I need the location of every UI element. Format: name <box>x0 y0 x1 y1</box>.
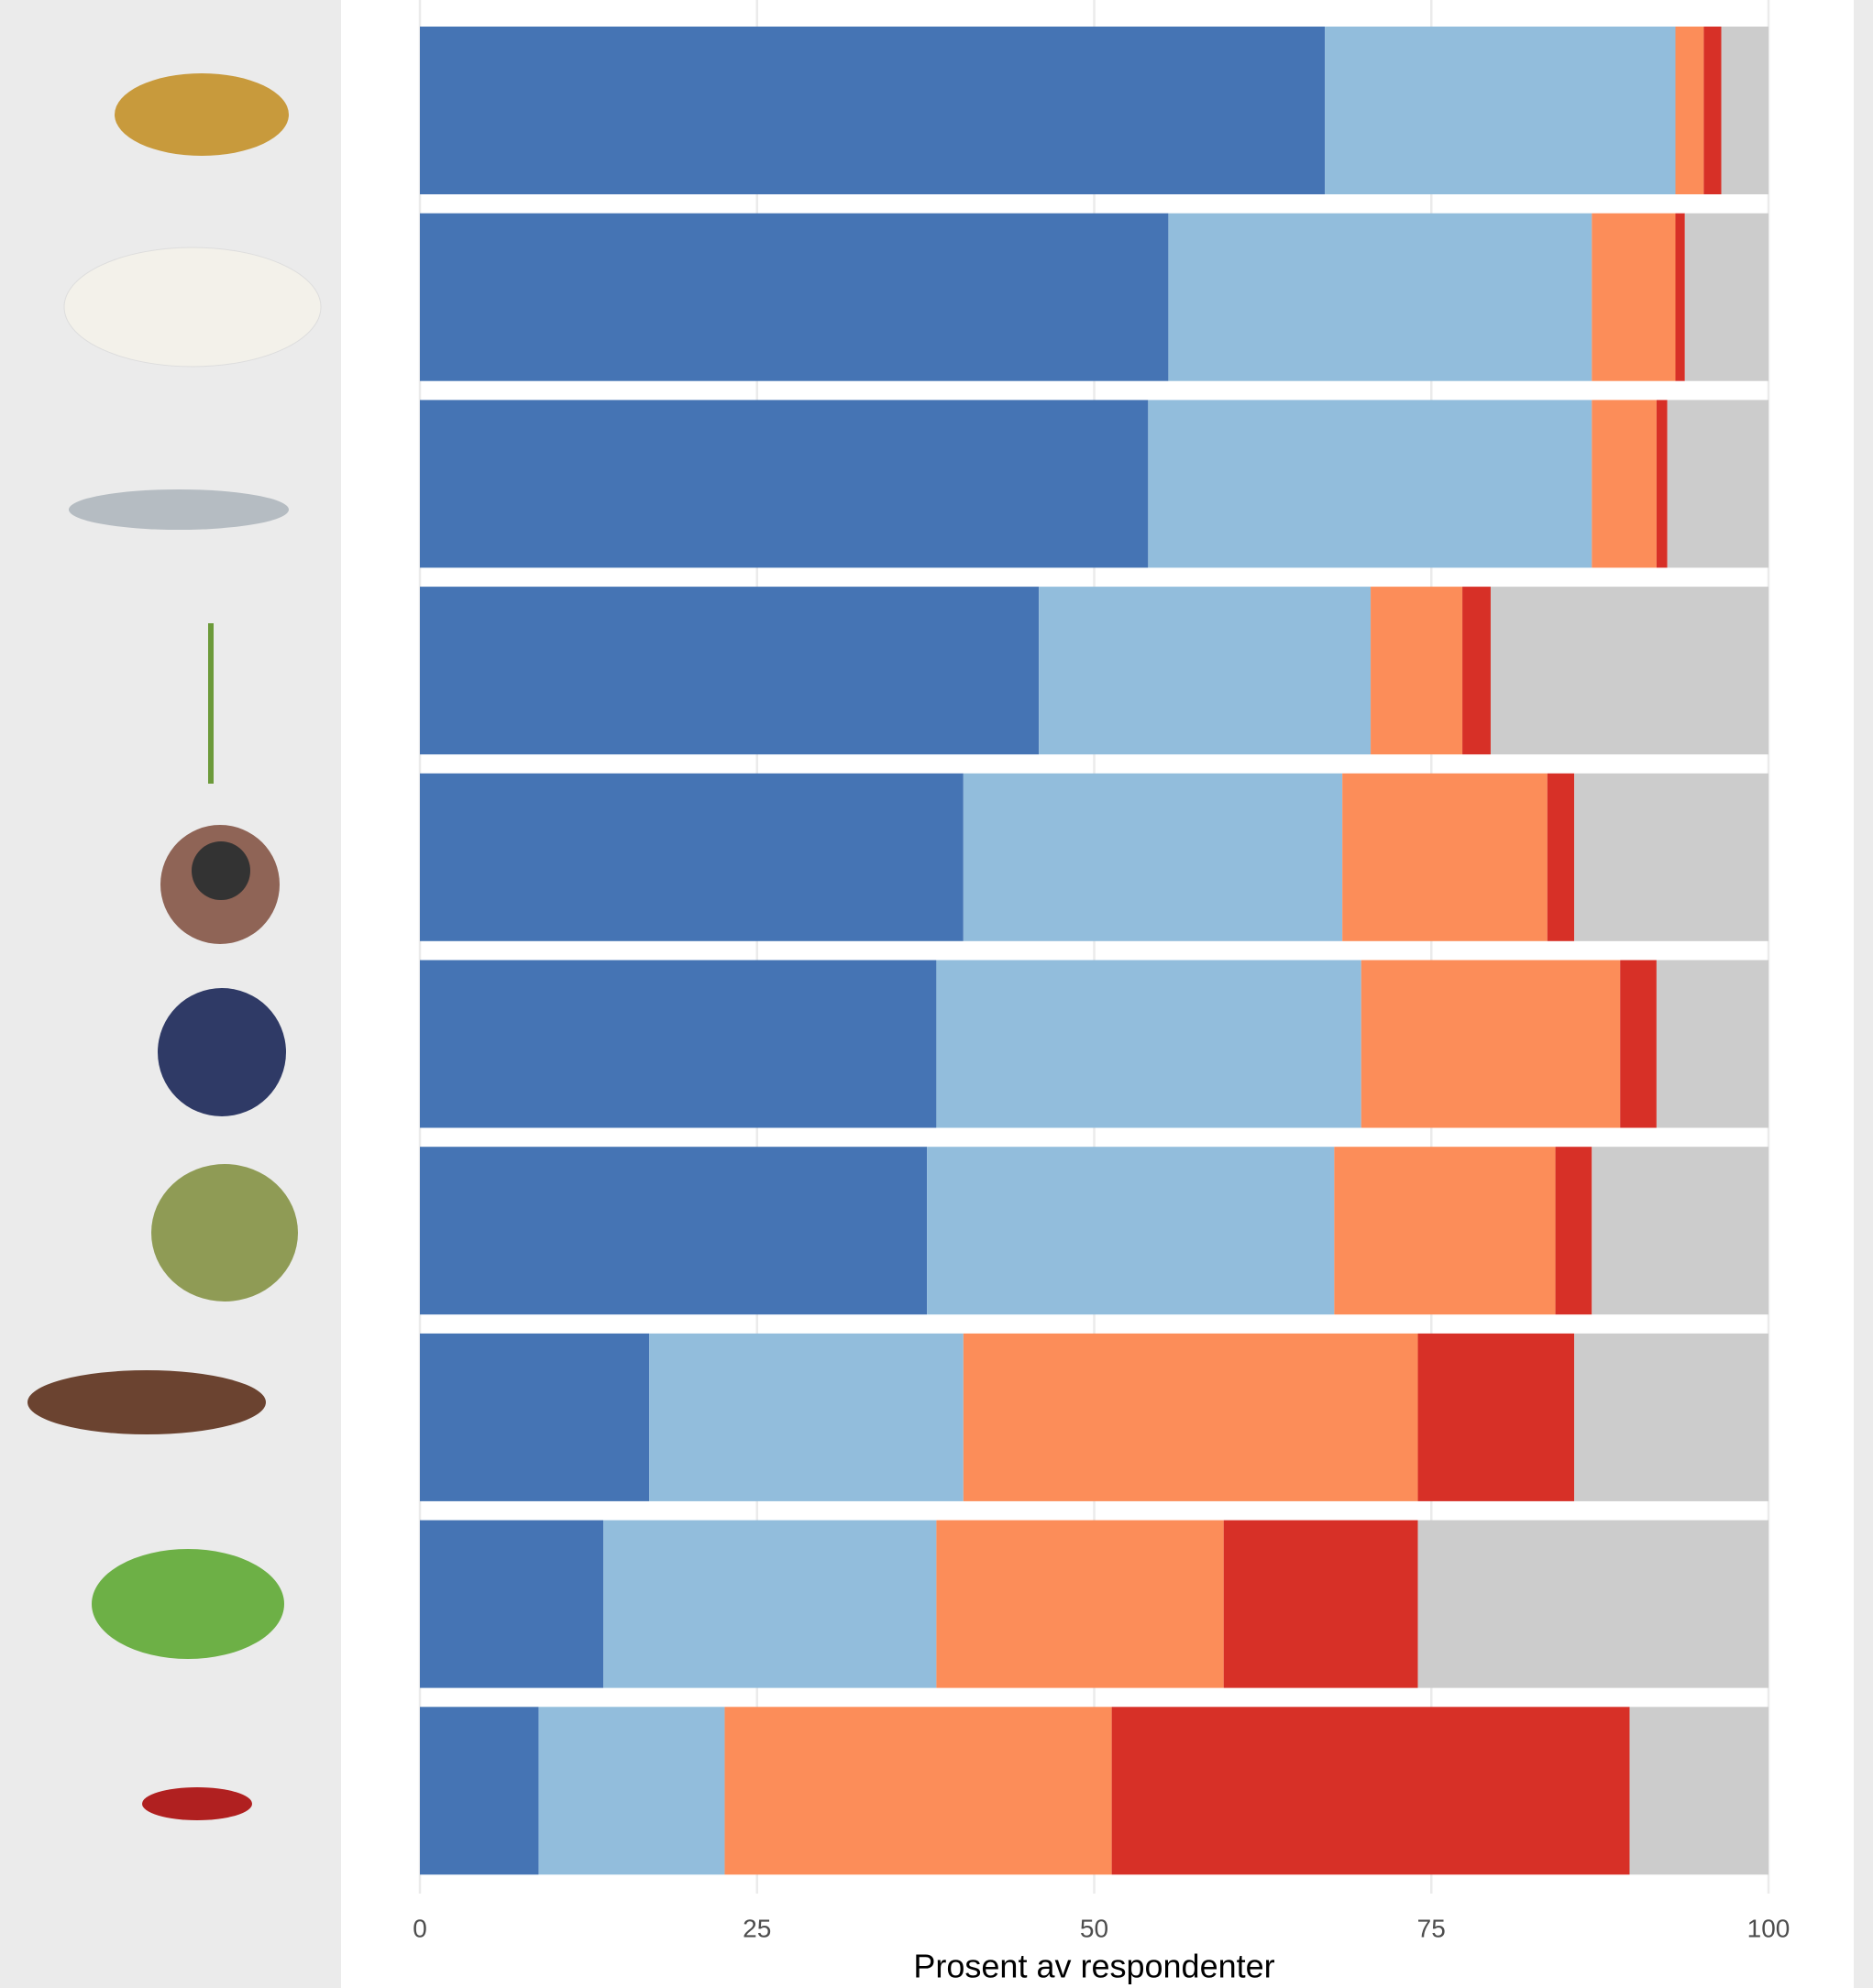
bear-icon <box>63 247 322 368</box>
bar-segment <box>936 960 1361 1128</box>
bar-segment <box>1462 587 1491 755</box>
bar-segment <box>1592 400 1657 568</box>
seed-hole-icon <box>192 841 250 900</box>
bar-segment <box>1574 773 1768 941</box>
bee-icon <box>115 73 289 156</box>
bar-segment <box>1168 213 1592 381</box>
bar-segment <box>1490 587 1768 755</box>
bar-segment <box>1417 1520 1768 1688</box>
bar-segment <box>1039 587 1372 755</box>
bar-segment <box>1675 213 1685 381</box>
bar-segment <box>538 1707 725 1875</box>
bar-segment <box>1667 400 1768 568</box>
bar-segment <box>1371 587 1463 755</box>
bar-segment <box>1620 960 1657 1128</box>
x-tick-label: 25 <box>743 1914 771 1942</box>
bar-segment <box>420 1333 650 1501</box>
bar-segment <box>1334 1147 1556 1315</box>
bar-segment <box>1703 27 1722 194</box>
fish-icon <box>69 489 289 530</box>
bar-segment <box>1675 27 1704 194</box>
flower-icon <box>208 623 214 784</box>
bar-segment <box>603 1520 937 1688</box>
bar-segment <box>1111 1707 1630 1875</box>
bar-segment <box>420 27 1326 194</box>
bar-segment <box>1148 400 1592 568</box>
bar-segment <box>1629 1707 1768 1875</box>
x-axis-title: Prosent av respondenter <box>913 1948 1274 1985</box>
bar-segment <box>1656 400 1668 568</box>
icons <box>28 73 322 1820</box>
bar-segment <box>1721 27 1768 194</box>
bar-segment <box>1223 1520 1418 1688</box>
bar-segment <box>963 773 1343 941</box>
bar-segment <box>420 213 1169 381</box>
bar-segment <box>420 1147 928 1315</box>
bar-segment <box>963 1333 1418 1501</box>
right-strip <box>1854 0 1873 1988</box>
bar-segment <box>420 1707 539 1875</box>
bar-segment <box>1342 773 1548 941</box>
bar-segment <box>649 1333 964 1501</box>
bar-segment <box>1325 27 1676 194</box>
mosquito-icon <box>142 1787 252 1820</box>
bar-segment <box>1574 1333 1768 1501</box>
bar-segment <box>420 960 937 1128</box>
bar-segment <box>420 587 1040 755</box>
frog-icon <box>151 1164 298 1302</box>
bar-segment <box>1547 773 1575 941</box>
bar-segment <box>936 1520 1224 1688</box>
bar-segment <box>420 773 964 941</box>
x-tick-label: 100 <box>1747 1914 1790 1942</box>
bar-segment <box>927 1147 1335 1315</box>
bar-segment <box>420 400 1149 568</box>
mink-icon <box>28 1370 266 1434</box>
bar-segment <box>1417 1333 1575 1501</box>
x-tick-label: 75 <box>1417 1914 1446 1942</box>
bar-segment <box>1592 213 1676 381</box>
bar-segment <box>420 1520 604 1688</box>
blueberry-icon <box>158 988 286 1116</box>
bar-segment <box>1684 213 1768 381</box>
bar-segment <box>1555 1147 1592 1315</box>
x-tick-label: 0 <box>413 1914 427 1942</box>
bar-segment <box>1592 1147 1768 1315</box>
x-tick-label: 50 <box>1080 1914 1108 1942</box>
bar-segment <box>724 1707 1112 1875</box>
plant-icon <box>92 1549 284 1659</box>
bar-segment <box>1361 960 1621 1128</box>
bar-segment <box>1656 960 1768 1128</box>
